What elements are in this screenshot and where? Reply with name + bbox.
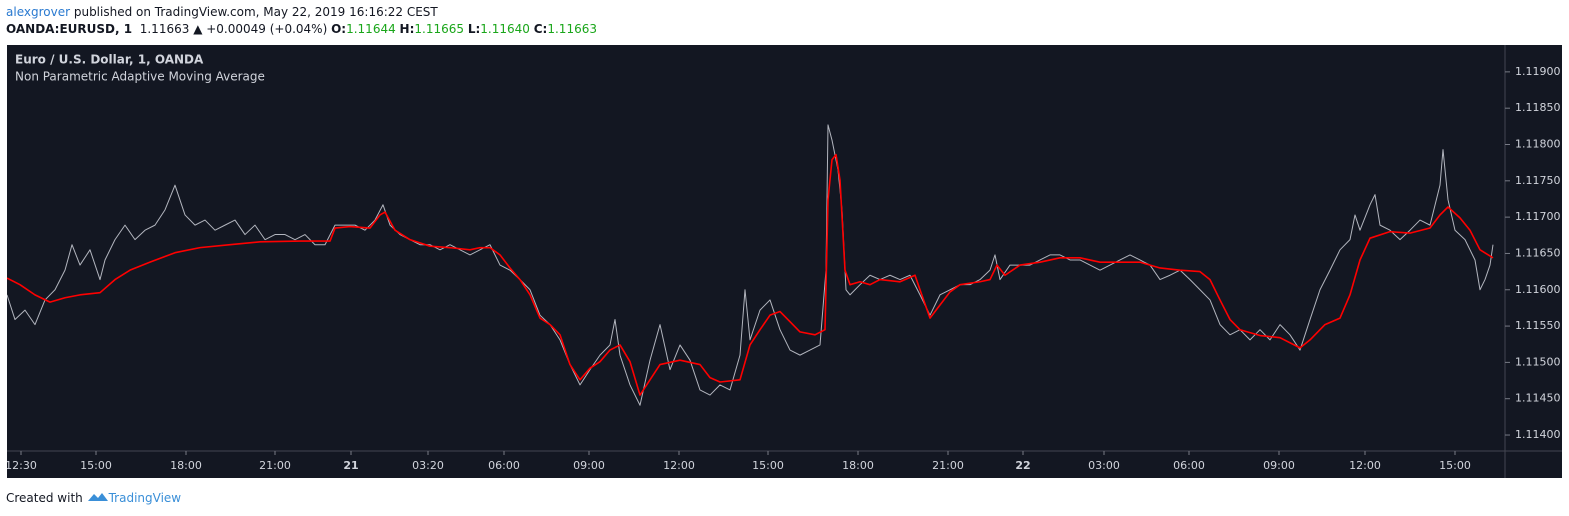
open: 1.11644 [346, 22, 396, 36]
footer-text: Created with [6, 491, 83, 505]
x-tick-label: 18:00 [842, 459, 874, 472]
tv-logo [87, 493, 108, 501]
x-tick-label: 09:00 [1263, 459, 1295, 472]
x-tick-label: 12:30 [7, 459, 37, 472]
y-tick-label: 1.11750 [1515, 174, 1561, 187]
x-tick-label: 06:00 [488, 459, 520, 472]
footer: Created with TradingView [6, 491, 181, 505]
series-line [7, 124, 1494, 406]
close-label: C: [533, 22, 548, 36]
y-tick-label: 1.11800 [1515, 138, 1561, 151]
low-label: L: [467, 22, 481, 36]
author[interactable]: alexgrover [6, 5, 71, 19]
y-tick-label: 1.11550 [1515, 319, 1561, 332]
x-tick-label: 12:00 [663, 459, 695, 472]
plot-area [7, 124, 1494, 406]
x-tick-label: 15:00 [80, 459, 112, 472]
close: 1.11663 [547, 22, 597, 36]
y-tick-label: 1.11500 [1515, 355, 1561, 368]
tv-logo-shape [87, 493, 108, 501]
x-tick-label: 21:00 [932, 459, 964, 472]
x-tick-label: 09:00 [573, 459, 605, 472]
x-tick-label: 15:00 [1439, 459, 1471, 472]
y-tick-label: 1.11850 [1515, 101, 1561, 114]
y-tick-label: 1.11400 [1515, 428, 1561, 441]
low: 1.11640 [480, 22, 530, 36]
open-label: O: [331, 22, 347, 36]
x-tick-label: 06:00 [1173, 459, 1205, 472]
high-label: H: [399, 22, 415, 36]
published: published on TradingView.com, May 22, 20… [73, 5, 438, 19]
legend-indicator: Non Parametric Adaptive Moving Average [15, 70, 265, 84]
high: 1.11665 [414, 22, 465, 36]
x-tick-label: 15:00 [752, 459, 784, 472]
symbol: OANDA:EURUSD, 1 [6, 22, 133, 36]
y-tick-label: 1.11700 [1515, 210, 1561, 223]
y-tick-label: 1.11900 [1515, 65, 1561, 78]
x-tick-label: 22 [1015, 459, 1030, 472]
y-tick-label: 1.11650 [1515, 246, 1561, 259]
publish-line: alexgrover published on TradingView.com,… [6, 5, 438, 19]
legend-symbol: Euro / U.S. Dollar, 1, OANDA [15, 53, 204, 67]
x-tick-label: 03:00 [1088, 459, 1120, 472]
footer-brand[interactable]: TradingView [108, 491, 182, 505]
x-tick-label: 21:00 [259, 459, 291, 472]
y-tick-label: 1.11600 [1515, 283, 1561, 296]
chart: Euro / U.S. Dollar, 1, OANDA Non Paramet… [7, 45, 1562, 478]
change: ▲ +0.00049 (+0.04%) [193, 22, 328, 36]
x-tick-label: 18:00 [170, 459, 202, 472]
x-tick-label: 12:00 [1349, 459, 1381, 472]
y-tick-label: 1.11450 [1515, 392, 1561, 405]
x-tick-label: 03:20 [412, 459, 444, 472]
chart-background [7, 45, 1562, 478]
x-tick-label: 21 [343, 459, 358, 472]
series-line [7, 153, 1494, 396]
last: 1.11663 [139, 22, 190, 36]
quote-line: OANDA:EURUSD, 1 1.11663 ▲ +0.00049 (+0.0… [6, 22, 597, 36]
